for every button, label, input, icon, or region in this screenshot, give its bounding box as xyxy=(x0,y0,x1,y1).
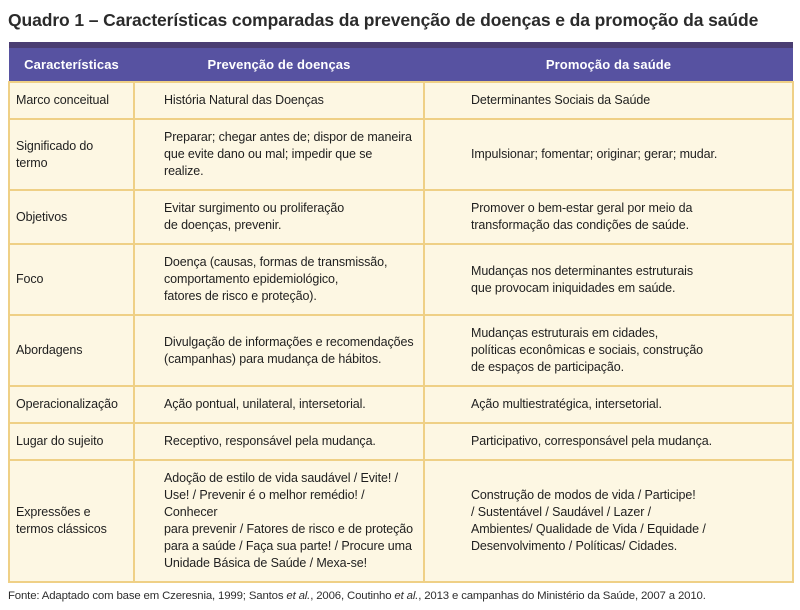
header-disease-prevention: Prevenção de doenças xyxy=(134,42,424,82)
prevention-cell: Preparar; chegar antes de; dispor de man… xyxy=(133,118,425,191)
header-health-promotion: Promoção da saúde xyxy=(424,42,793,82)
table-row: Objetivos Evitar surgimento ou prolifera… xyxy=(8,189,794,245)
prevention-cell: Adoção de estilo de vida saudável / Evit… xyxy=(133,459,425,583)
table-row: Lugar do sujeito Receptivo, responsável … xyxy=(8,422,794,461)
table-header-row: Características Prevenção de doenças Pro… xyxy=(9,42,793,82)
source-note: Fonte: Adaptado com base em Czeresnia, 1… xyxy=(8,590,792,602)
promotion-cell: Participativo, corresponsável pela mudan… xyxy=(423,422,794,461)
source-et-al: et al. xyxy=(286,590,311,602)
table-title: Quadro 1 – Características comparadas da… xyxy=(8,10,759,30)
prevention-cell: História Natural das Doenças xyxy=(133,81,425,120)
source-text: , 2013 e campanhas do Ministério da Saúd… xyxy=(418,590,706,602)
table-row: Significado do termo Preparar; chegar an… xyxy=(8,118,794,191)
row-label: Objetivos xyxy=(8,189,135,245)
prevention-cell: Divulgação de informações e recomendaçõe… xyxy=(133,314,425,387)
source-text: Fonte: Adaptado com base em Czeresnia, 1… xyxy=(8,590,287,602)
comparison-table: Características Prevenção de doenças Pro… xyxy=(8,42,794,583)
row-label: Foco xyxy=(8,243,135,316)
prevention-cell: Receptivo, responsável pela mudança. xyxy=(133,422,425,461)
prevention-cell: Doença (causas, formas de transmissão, c… xyxy=(133,243,425,316)
row-label: Lugar do sujeito xyxy=(8,422,135,461)
row-label: Significado do termo xyxy=(8,118,135,191)
table-row: Foco Doença (causas, formas de transmiss… xyxy=(8,243,794,316)
row-label: Abordagens xyxy=(8,314,135,387)
source-text: , 2006, Coutinho xyxy=(310,590,395,602)
promotion-cell: Promover o bem-estar geral por meio da t… xyxy=(423,189,794,245)
row-label: Expressões e termos clássicos xyxy=(8,459,135,583)
promotion-cell: Impulsionar; fomentar; originar; gerar; … xyxy=(423,118,794,191)
promotion-cell: Construção de modos de vida / Participe!… xyxy=(423,459,794,583)
prevention-cell: Ação pontual, unilateral, intersetorial. xyxy=(133,385,425,424)
document-page: Quadro 1 – Características comparadas da… xyxy=(0,6,800,610)
prevention-cell: Evitar surgimento ou proliferação de doe… xyxy=(133,189,425,245)
header-characteristics: Características xyxy=(9,42,134,82)
promotion-cell: Mudanças estruturais em cidades, polític… xyxy=(423,314,794,387)
row-label: Operacionalização xyxy=(8,385,135,424)
row-label: Marco conceitual xyxy=(8,81,135,120)
table-row: Abordagens Divulgação de informações e r… xyxy=(8,314,794,387)
promotion-cell: Mudanças nos determinantes estruturais q… xyxy=(423,243,794,316)
table-row: Expressões e termos clássicos Adoção de … xyxy=(8,459,794,583)
table-row: Marco conceitual História Natural das Do… xyxy=(8,81,794,120)
source-et-al: et al. xyxy=(394,590,419,602)
promotion-cell: Ação multiestratégica, intersetorial. xyxy=(423,385,794,424)
table-row: Operacionalização Ação pontual, unilater… xyxy=(8,385,794,424)
promotion-cell: Determinantes Sociais da Saúde xyxy=(423,81,794,120)
